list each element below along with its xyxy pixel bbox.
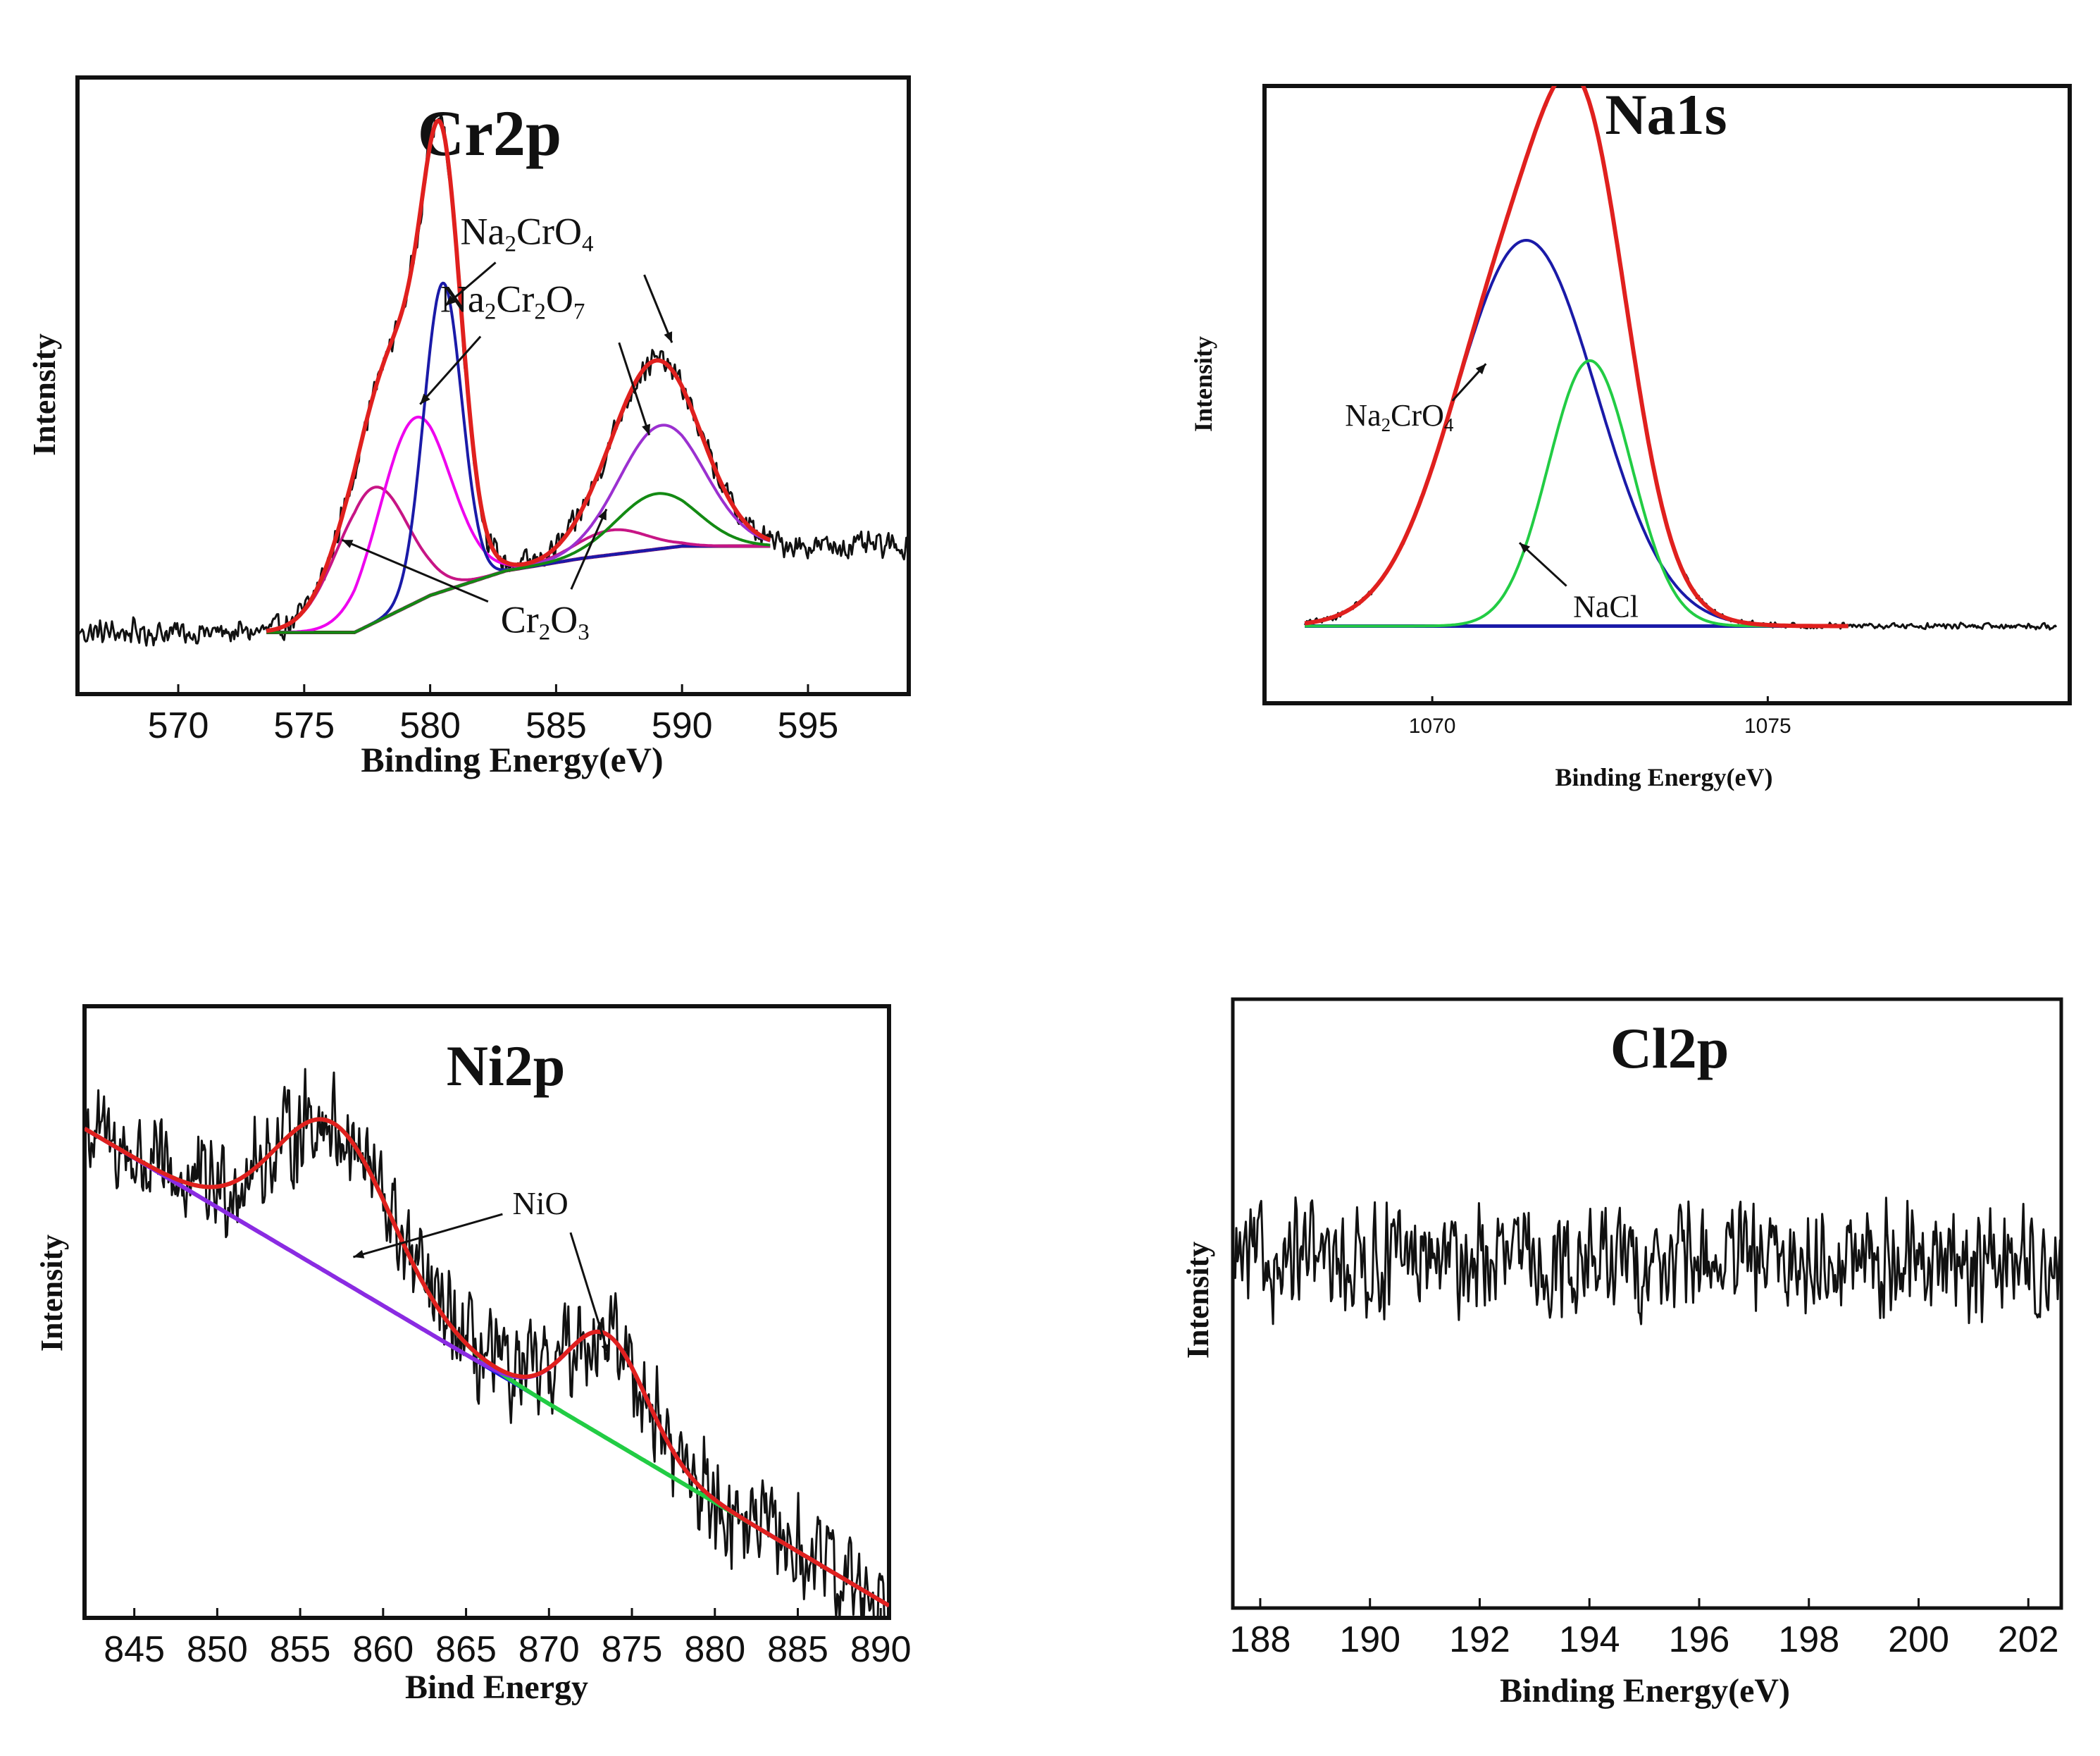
peak-annotation-label: Na2Cr2O7 <box>440 278 585 325</box>
annotation-arrow <box>353 1213 503 1259</box>
panel-cr2p-title: Cr2p <box>418 97 561 169</box>
annotation-arrowhead <box>642 423 651 435</box>
panel-na1s-title: Na1s <box>1605 82 1727 147</box>
raw-spectrum-line <box>85 1068 889 1618</box>
plot-frame <box>1231 997 2063 1610</box>
annotation-arrowhead <box>445 295 456 306</box>
x-tick-label: 202 <box>1998 1619 2059 1660</box>
x-tick-label: 190 <box>1339 1619 1400 1660</box>
x-tick-label: 860 <box>352 1629 414 1670</box>
panel-cl2p-title: Cl2p <box>1610 1016 1729 1080</box>
annotation-arrow <box>570 508 608 590</box>
x-tick-label: 188 <box>1230 1619 1291 1660</box>
annotation-arrow <box>1518 542 1567 587</box>
x-tick-label: 1075 <box>1744 715 1791 738</box>
x-tick-label: 196 <box>1669 1619 1730 1660</box>
peak-annotation-label: NaCl <box>1573 589 1639 624</box>
x-tick-label: 198 <box>1778 1619 1839 1660</box>
panel-na1s: Na1s Binding Energy(eV) Intensity 1070 10… <box>1189 82 2072 791</box>
x-tick-label: 845 <box>104 1629 165 1670</box>
panel-cr2p-xlabel: Binding Energy(eV) <box>361 740 663 779</box>
x-tick-label: 200 <box>1888 1619 1949 1660</box>
x-tick-label: 595 <box>778 705 839 746</box>
plot-area <box>85 1068 889 1618</box>
fit-envelope-line <box>1304 86 1849 629</box>
annotation-arrowhead <box>353 1249 365 1259</box>
peak-annotation-label: Na2CrO4 <box>461 210 594 256</box>
annotation-arrow <box>419 335 482 405</box>
raw-spectrum-line <box>1233 1196 2061 1325</box>
panel-cl2p-xlabel: Binding Energy(eV) <box>1500 1672 1790 1709</box>
x-tick-label: 192 <box>1449 1619 1510 1660</box>
panel-na1s-ylabel: Intensity <box>1189 336 1217 432</box>
x-tick-label: 590 <box>652 705 713 746</box>
annotation-arrowhead <box>1475 364 1486 375</box>
plot-frame <box>1262 84 2072 705</box>
annotation-arrowhead <box>664 331 673 343</box>
annotation-arrowhead <box>598 509 607 521</box>
fit-envelope-line <box>266 118 771 633</box>
panel-cr2p: Cr2p Binding Energy(eV) Intensity 570 575… <box>26 75 911 779</box>
x-tick-label: 850 <box>187 1629 248 1670</box>
x-tick-label: 875 <box>602 1629 663 1670</box>
annotation-arrowhead <box>420 393 430 404</box>
annotation-arrowhead <box>601 1343 610 1355</box>
annotation-arrow <box>643 274 673 343</box>
panel-ni2p: Ni2p Bind Energy Intensity 845 850 855 860 8… <box>35 1004 912 1706</box>
annotation-arrow <box>618 342 651 435</box>
peak-annotation-label: Na2CrO4 <box>1345 398 1454 435</box>
x-tick-label: 585 <box>526 705 587 746</box>
x-tick-label: 575 <box>273 705 335 746</box>
panel-na1s-xlabel: Binding Energy(eV) <box>1555 763 1772 791</box>
x-tick-label: 1070 <box>1409 715 1456 738</box>
plot-frame <box>75 75 911 696</box>
plot-area <box>77 113 909 647</box>
annotation-arrowhead <box>1519 543 1531 553</box>
x-tick-label: 855 <box>270 1629 331 1670</box>
peak-annotation-label: NiO <box>512 1185 568 1221</box>
x-tick-label: 870 <box>518 1629 580 1670</box>
fit-envelope-line <box>85 1117 889 1608</box>
panel-cl2p-ylabel: Intensity <box>1181 1242 1215 1359</box>
x-tick-label: 194 <box>1559 1619 1620 1660</box>
annotation-arrow <box>569 1232 610 1356</box>
annotation-arrowhead <box>342 540 354 548</box>
annotation-arrow <box>341 538 489 603</box>
peak-annotation-label: Cr2O3 <box>501 599 590 645</box>
fit-component-line <box>266 492 771 634</box>
x-tick-label: 885 <box>767 1629 828 1670</box>
panel-ni2p-ylabel: Intensity <box>35 1235 69 1352</box>
x-tick-label: 890 <box>850 1629 912 1670</box>
x-tick-label: 570 <box>148 705 209 746</box>
panel-cl2p: Cl2p Binding Energy(eV) Intensity 188 190… <box>1181 997 2063 1709</box>
panel-ni2p-xlabel: Bind Energy <box>405 1669 588 1706</box>
annotation-arrow <box>445 261 497 307</box>
panel-cr2p-ylabel: Intensity <box>26 333 62 456</box>
x-tick-label: 865 <box>435 1629 497 1670</box>
plot-area <box>1233 1196 2061 1325</box>
x-tick-label: 880 <box>684 1629 745 1670</box>
x-tick-label: 580 <box>399 705 461 746</box>
plot-area <box>1303 86 2058 631</box>
panel-ni2p-title: Ni2p <box>447 1034 566 1098</box>
plot-frame <box>82 1004 891 1620</box>
